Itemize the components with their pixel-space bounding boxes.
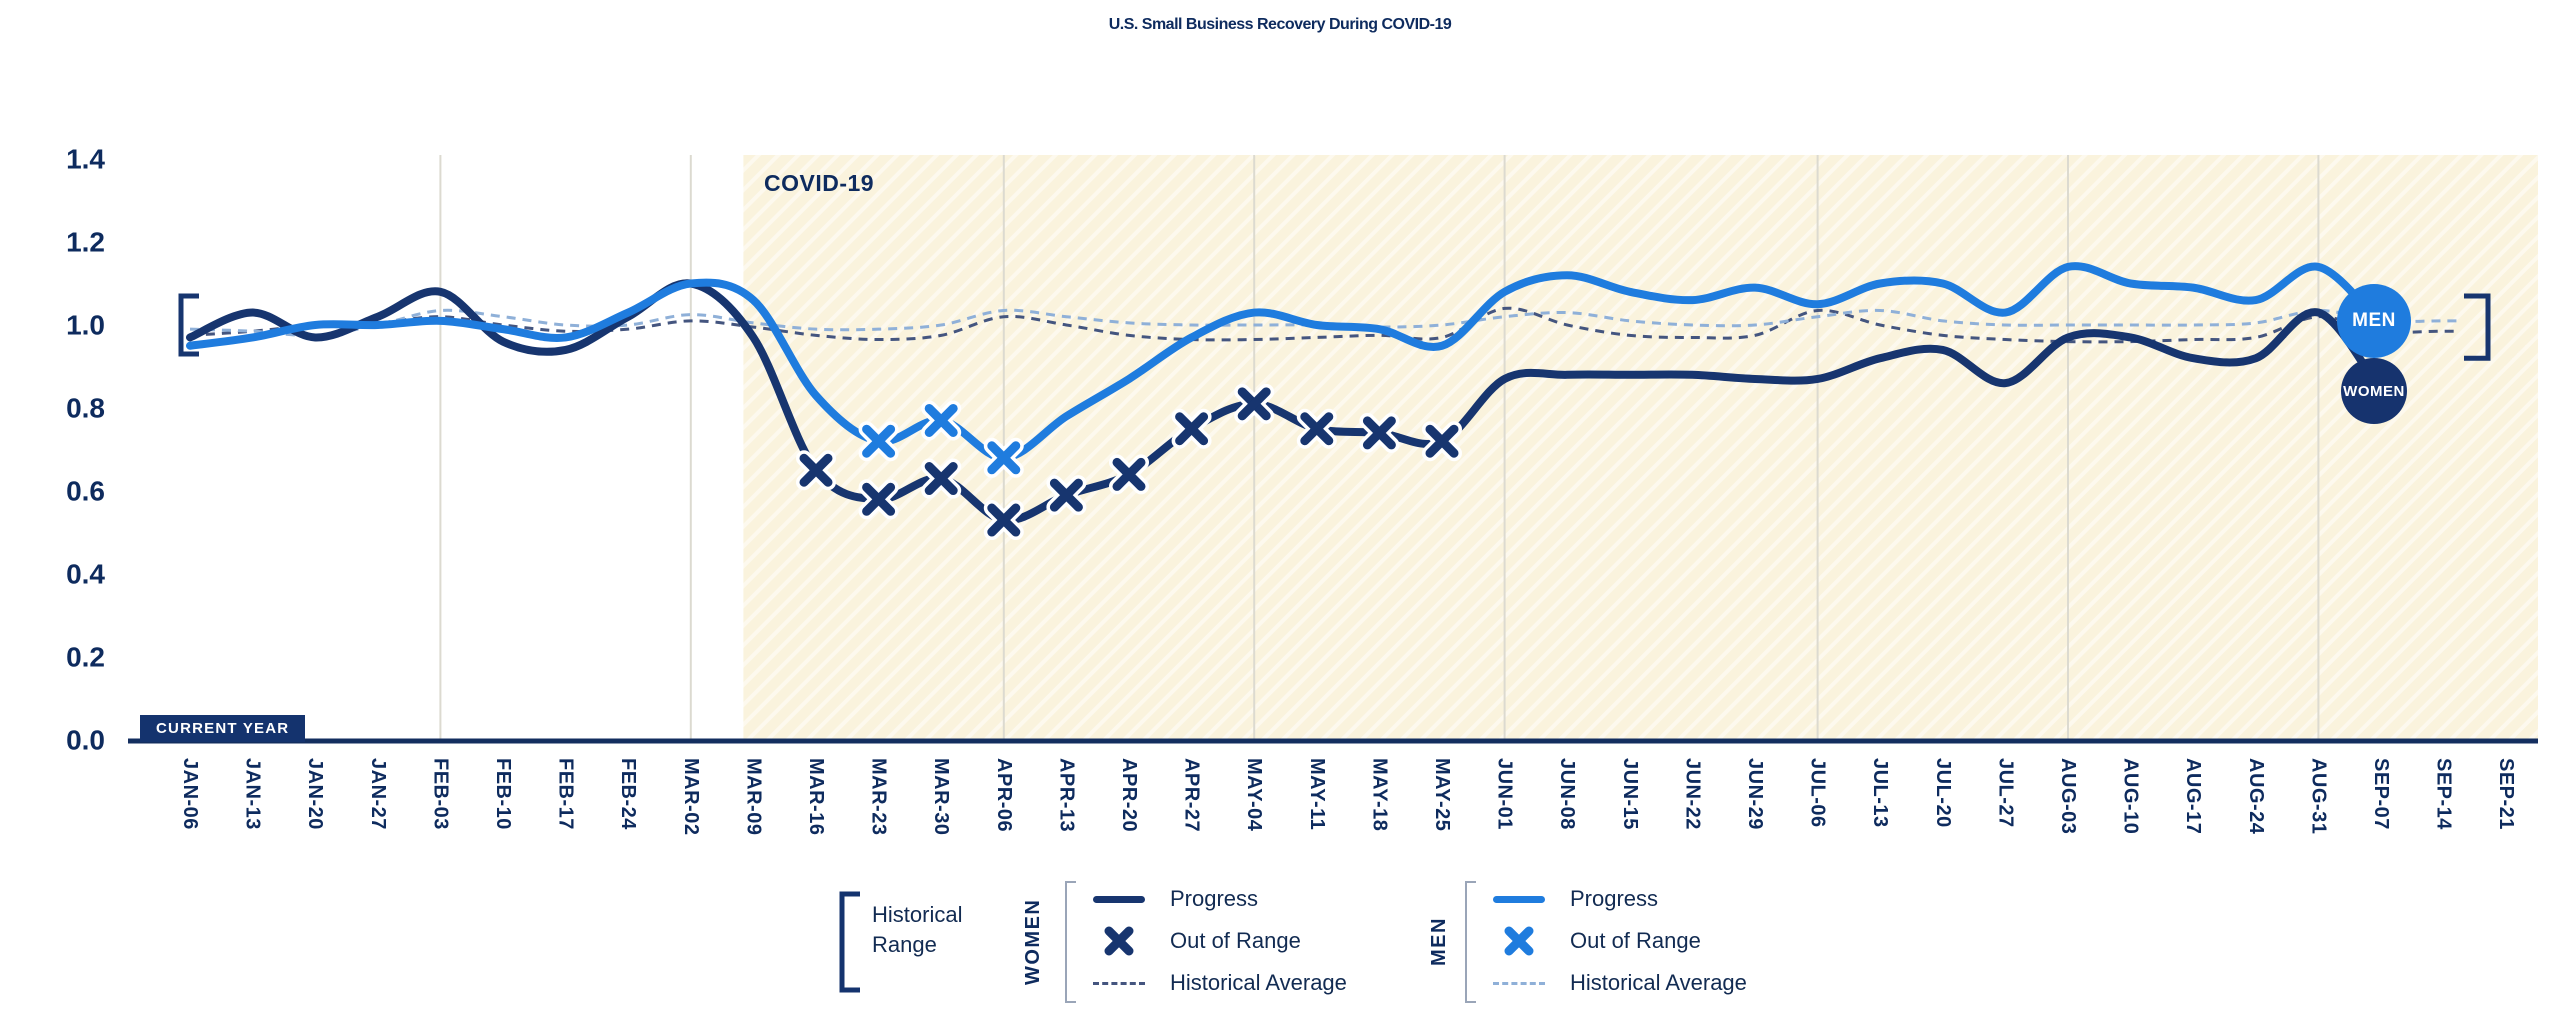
legend-men-group-label: MEN bbox=[1428, 917, 1450, 967]
x-tick-label: AUG-10 bbox=[2120, 758, 2142, 834]
x-tick-label: FEB-24 bbox=[617, 758, 639, 830]
historical-range-bracket-icon bbox=[839, 891, 860, 993]
y-tick-label: 1.0 bbox=[66, 310, 105, 341]
x-tick-label: MAY-04 bbox=[1243, 758, 1265, 832]
legend-item-women-out-of-range: Out of Range bbox=[1090, 922, 1347, 960]
legend-item-men-historical-average: Historical Average bbox=[1490, 964, 1747, 1002]
x-tick-label: JUN-08 bbox=[1556, 758, 1578, 830]
women-historical-average-line bbox=[189, 306, 2458, 344]
x-tick-label: AUG-03 bbox=[2057, 758, 2079, 834]
y-tick-label: 1.2 bbox=[66, 227, 105, 258]
out-of-range-marker bbox=[1359, 412, 1400, 453]
x-tick-label: FEB-03 bbox=[429, 758, 451, 830]
x-tick-label: SEP-14 bbox=[2433, 758, 2455, 830]
out-of-range-marker bbox=[1234, 383, 1275, 424]
covid-region bbox=[743, 155, 2538, 740]
current-year-badge: CURRENT YEAR bbox=[140, 715, 306, 742]
out-of-range-marker bbox=[1296, 408, 1337, 449]
out-of-range-marker bbox=[858, 479, 899, 520]
men-historical-average-line bbox=[189, 308, 2458, 338]
covid-region-label: COVID-19 bbox=[764, 170, 875, 196]
x-tick-label: JAN-06 bbox=[179, 758, 201, 830]
x-tick-label: APR-06 bbox=[993, 758, 1015, 832]
x-tick-label: JUL-27 bbox=[1994, 758, 2016, 828]
x-tick-label: MAR-23 bbox=[868, 758, 890, 835]
x-tick-label: MAR-02 bbox=[680, 758, 702, 835]
x-tick-label: MAR-09 bbox=[742, 758, 764, 835]
y-tick-label: 0.8 bbox=[66, 393, 105, 424]
out-of-range-marker bbox=[1046, 475, 1087, 516]
women-out-of-range-icon bbox=[1090, 924, 1148, 958]
x-tick-label: JUN-15 bbox=[1619, 758, 1641, 830]
y-tick-label: 0.2 bbox=[66, 642, 105, 673]
out-of-range-marker bbox=[1422, 421, 1462, 462]
y-tick-label: 1.4 bbox=[66, 144, 105, 175]
x-tick-label: JUN-01 bbox=[1494, 758, 1516, 830]
men-progress-line-icon bbox=[1490, 895, 1548, 903]
legend-men-bracket bbox=[1465, 881, 1476, 1003]
out-of-range-markers bbox=[796, 383, 1462, 541]
x-tick-label: AUG-31 bbox=[2307, 758, 2329, 834]
y-tick-label: 0.4 bbox=[66, 559, 105, 590]
x-tick-label: AUG-17 bbox=[2182, 758, 2204, 834]
legend-item-women-historical-average: Historical Average bbox=[1090, 964, 1347, 1002]
men-endpoint-badge: MEN bbox=[2337, 284, 2411, 358]
legend-item-men-progress: Progress bbox=[1490, 880, 1747, 918]
y-tick-label: 0.0 bbox=[66, 725, 105, 756]
x-tick-labels: JAN-06 JAN-13 JAN-20 JAN-27 FEB-03 FEB-10 FEB-… bbox=[179, 758, 2517, 835]
x-tick-label: MAR-16 bbox=[805, 758, 827, 835]
out-of-range-marker bbox=[983, 500, 1024, 541]
page-title: U.S. Small Business Recovery During COVI… bbox=[1108, 16, 1452, 33]
left-range-bracket bbox=[178, 293, 199, 357]
legend-women-bracket bbox=[1065, 881, 1076, 1003]
historical-range-brackets bbox=[178, 293, 2491, 361]
women-progress-line-icon bbox=[1090, 895, 1148, 903]
x-tick-label: MAY-11 bbox=[1306, 758, 1328, 830]
x-tick-label: MAY-18 bbox=[1368, 758, 1390, 831]
legend-item-women-progress: Progress bbox=[1090, 880, 1347, 918]
legend: Historical Range WOMEN Progress Out of R… bbox=[0, 868, 2560, 1018]
men-progress-line bbox=[186, 262, 2385, 462]
x-tick-label: JUN-29 bbox=[1744, 758, 1766, 830]
out-of-range-marker bbox=[1171, 408, 1212, 449]
legend-item-men-out-of-range: Out of Range bbox=[1490, 922, 1747, 960]
women-historical-average-icon bbox=[1090, 981, 1148, 985]
x-tick-label: AUG-24 bbox=[2245, 758, 2267, 835]
x-tick-label: JAN-13 bbox=[242, 758, 264, 830]
out-of-range-marker bbox=[921, 458, 962, 499]
x-tick-label: JAN-27 bbox=[367, 758, 389, 830]
x-tick-label: FEB-17 bbox=[555, 758, 577, 830]
out-of-range-marker bbox=[983, 437, 1024, 478]
men-out-of-range-icon bbox=[1490, 924, 1548, 958]
x-tick-label: MAY-25 bbox=[1431, 758, 1453, 831]
x-tick-label: JUN-22 bbox=[1681, 758, 1703, 830]
y-tick-labels: 0.0 0.2 0.4 0.6 0.8 1.0 1.2 1.4 bbox=[66, 144, 105, 756]
x-tick-label: SEP-21 bbox=[2495, 758, 2517, 830]
x-tick-label: JAN-20 bbox=[304, 758, 326, 830]
covid-region-rect bbox=[743, 155, 2538, 740]
historical-range-label: Historical Range bbox=[872, 902, 963, 957]
x-tick-label: JUL-20 bbox=[1932, 758, 1954, 828]
gridlines bbox=[439, 155, 2320, 740]
right-range-bracket bbox=[2464, 293, 2491, 361]
men-historical-average-icon bbox=[1490, 981, 1548, 985]
x-tick-label: APR-13 bbox=[1055, 758, 1077, 832]
x-tick-label: SEP-07 bbox=[2370, 758, 2392, 830]
y-tick-label: 0.6 bbox=[66, 476, 105, 507]
x-tick-label: FEB-10 bbox=[492, 758, 514, 830]
x-tick-label: JUL-13 bbox=[1869, 758, 1891, 828]
legend-women-group-label: WOMEN bbox=[1022, 898, 1044, 986]
out-of-range-marker bbox=[858, 421, 899, 462]
x-tick-label: MAR-30 bbox=[930, 758, 952, 835]
x-tick-label: JUL-06 bbox=[1807, 758, 1829, 828]
women-endpoint-badge: WOMEN bbox=[2341, 358, 2407, 424]
historical-average-lines bbox=[189, 306, 2458, 344]
out-of-range-marker bbox=[1109, 454, 1149, 495]
x-tick-label: APR-27 bbox=[1181, 758, 1203, 832]
out-of-range-marker bbox=[796, 450, 836, 491]
x-tick-label: APR-20 bbox=[1118, 758, 1140, 832]
out-of-range-marker bbox=[921, 400, 962, 441]
